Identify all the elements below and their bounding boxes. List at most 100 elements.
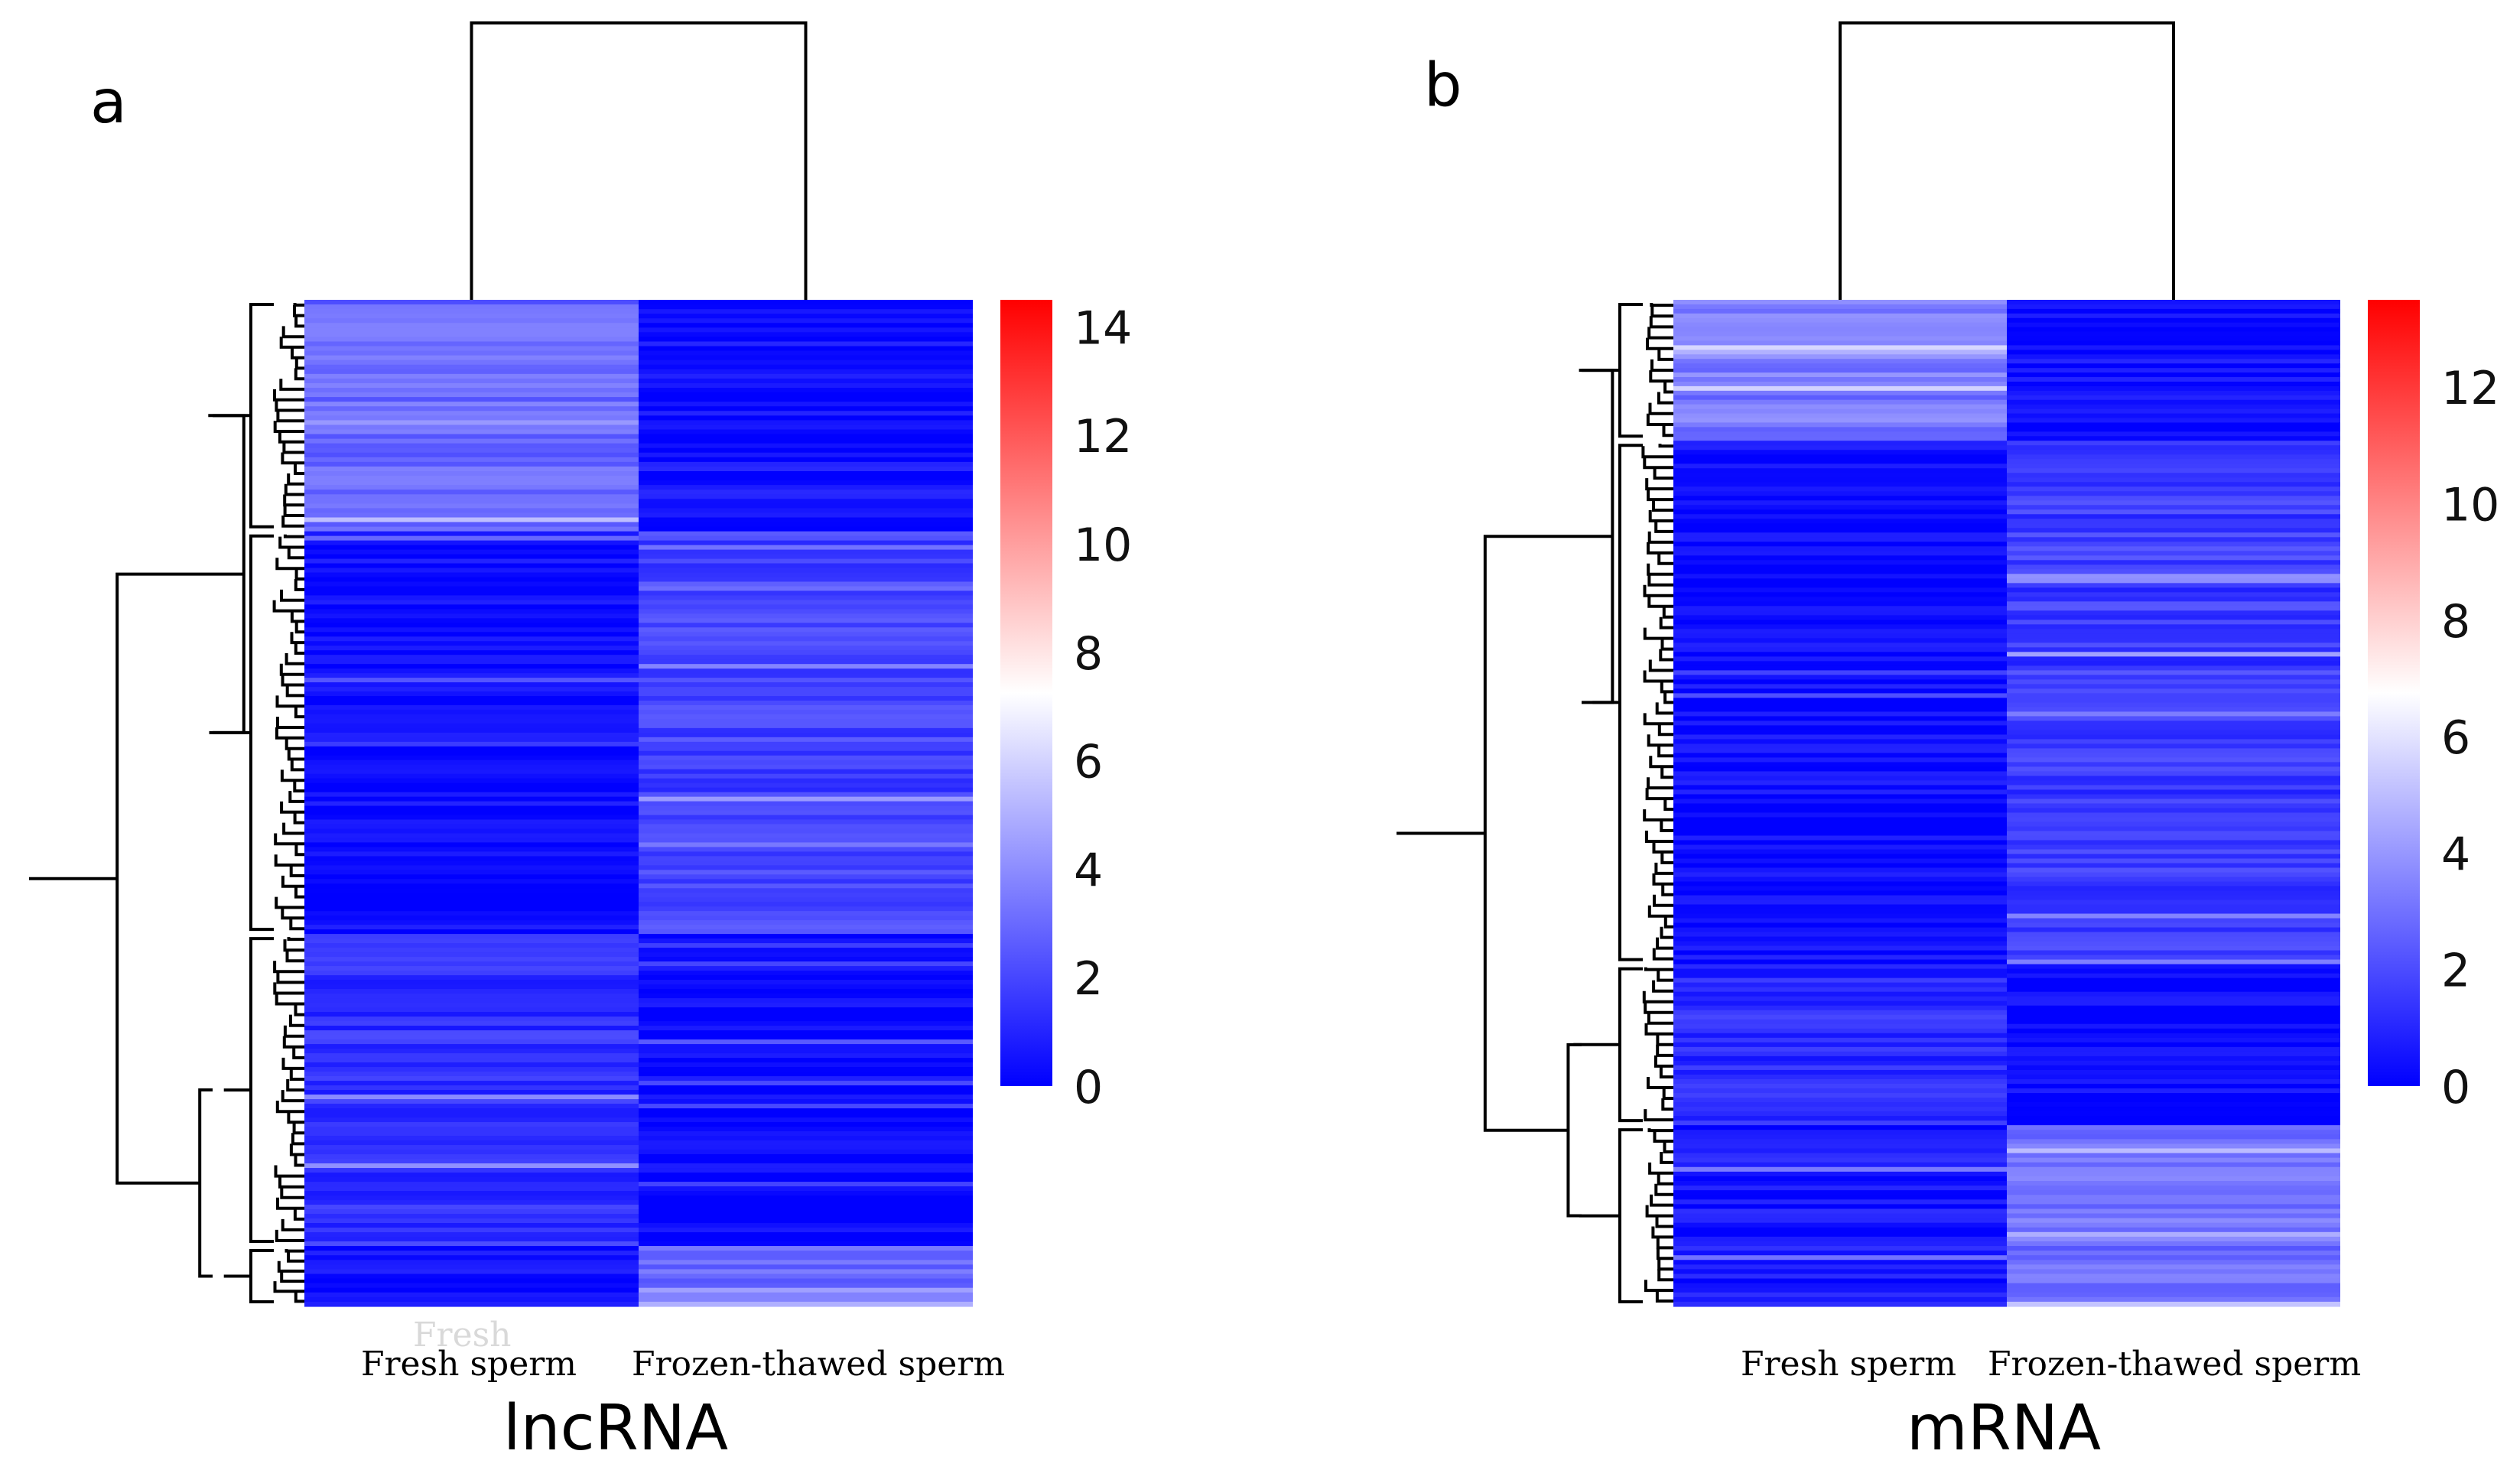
heatmap-cell-b2-r24-c0 (304, 1044, 639, 1049)
dendrogram-leaf-3-7 (1650, 1194, 1673, 1207)
heatmap-cell-b0-r41-c1 (639, 490, 973, 495)
heatmap-cell-b0-r31-c0 (304, 443, 639, 449)
heatmap-cell-b1-r70-c0 (1673, 762, 2007, 768)
dendrogram-leaf-1-24 (293, 780, 304, 793)
heatmap-cell-b1-r61-c0 (304, 810, 639, 816)
heatmap-cell-b3-r33-c1 (2007, 1278, 2340, 1284)
heatmap-cell-b1-r41-c0 (1673, 629, 2007, 634)
heatmap-cell-b1-r63-c0 (304, 819, 639, 825)
heatmap-cell-b1-r105-c0 (1673, 922, 2007, 929)
heatmap-cell-b1-r8-c1 (639, 568, 973, 574)
heatmap-cell-b1-r0-c1 (639, 531, 973, 537)
heatmap-cell-b2-r38-c1 (639, 1108, 973, 1114)
dendrogram-leaf-2-10 (1659, 1065, 1673, 1078)
heatmap-cell-b2-r6-c0 (304, 961, 639, 967)
dendrogram-leaf-1-21 (1648, 659, 1673, 672)
heatmap-cell-b2-r55-c0 (304, 1186, 639, 1192)
heatmap-cell-b1-r9-c0 (304, 572, 639, 578)
heatmap-cell-b0-r7-c0 (1673, 331, 2007, 337)
colorbar-tick-14: 14 (1074, 301, 1132, 355)
dendrogram-leaf-0-13 (278, 431, 304, 444)
heatmap-cell-b1-r68-c1 (639, 842, 973, 848)
dendrogram-leaf-3-12 (1656, 1247, 1673, 1260)
heatmap-cell-b3-r28-c1 (2007, 1255, 2340, 1260)
heatmap-cell-b0-r46-c0 (304, 512, 639, 519)
heatmap-cell-b1-r24-c1 (2007, 551, 2340, 556)
heatmap-cell-b1-r17-c0 (1673, 519, 2007, 524)
heatmap-cell-b2-r1-c0 (1673, 968, 2007, 974)
dendrogram-leaf-1-32 (289, 865, 304, 877)
dendrogram-leaf-1-25 (1655, 702, 1673, 715)
heatmap-cell-b1-r104-c0 (1673, 918, 2007, 924)
heatmap-cell-b1-r66-c1 (2007, 743, 2340, 750)
heatmap-cell-b2-r19-c0 (304, 1021, 639, 1026)
heatmap-cell-b2-r14-c1 (639, 998, 973, 1003)
heatmap-cell-b3-r7-c0 (304, 1278, 639, 1284)
heatmap-cell-b0-r24-c0 (304, 411, 639, 416)
heatmap-mrna (1673, 300, 2340, 1307)
heatmap-cell-b1-r65-c0 (304, 828, 639, 834)
heatmap-cell-b2-r31-c0 (1673, 1107, 2007, 1112)
heatmap-cell-b3-r5-c1 (2007, 1148, 2340, 1154)
heatmap-cell-b1-r42-c1 (2007, 633, 2340, 639)
heatmap-cell-b2-r34-c1 (2007, 1121, 2340, 1126)
heatmap-cell-b1-r52-c0 (304, 769, 639, 775)
heatmap-cell-b1-r63-c1 (639, 819, 973, 825)
heatmap-cell-b3-r36-c0 (1673, 1292, 2007, 1298)
heatmap-cell-b1-r97-c1 (2007, 886, 2340, 892)
heatmap-cell-b2-r6-c1 (639, 961, 973, 967)
heatmap-cell-b0-r24-c0 (1673, 408, 2007, 415)
heatmap-cell-b1-r44-c0 (304, 732, 639, 738)
heatmap-cell-b1-r61-c1 (2007, 720, 2340, 727)
dendrogram-leaf-0-18 (284, 483, 304, 496)
heatmap-cell-b1-r82-c0 (304, 906, 639, 912)
heatmap-cell-b1-r31-c1 (2007, 583, 2340, 588)
heatmap-cell-b1-r67-c0 (1673, 748, 2007, 754)
heatmap-cell-b2-r57-c1 (639, 1195, 973, 1201)
colorbar-tick-0: 0 (1074, 1061, 1103, 1114)
heatmap-cell-b1-r90-c0 (1673, 854, 2007, 860)
heatmap-cell-b1-r5-c0 (1673, 464, 2007, 469)
heatmap-cell-b0-r22-c1 (639, 402, 973, 407)
heatmap-cell-b1-r51-c1 (2007, 675, 2340, 680)
heatmap-cell-b0-r38-c0 (304, 476, 639, 481)
heatmap-cell-b0-r5-c1 (639, 323, 973, 328)
dendrogram-leaf-1-21 (287, 748, 304, 761)
heatmap-cell-b2-r8-c1 (2007, 1000, 2340, 1007)
heatmap-cell-b2-r19-c0 (1673, 1051, 2007, 1057)
heatmap-cell-b1-r89-c1 (2007, 849, 2340, 855)
heatmap-cell-b2-r2-c0 (304, 943, 639, 948)
dendrogram-leaf-0-4 (279, 337, 304, 349)
dendrogram-leaf-2-13 (1661, 1098, 1673, 1111)
heatmap-cell-b1-r32-c1 (2007, 587, 2340, 593)
heatmap-cell-b1-r1-c0 (1673, 445, 2007, 451)
heatmap-cell-b3-r35-c1 (2007, 1287, 2340, 1293)
colorbar-tick-4: 4 (1074, 844, 1103, 897)
heatmap-cell-b3-r17-c0 (1673, 1204, 2007, 1210)
heatmap-cell-b1-r74-c1 (639, 870, 973, 875)
heatmap-cell-b2-r20-c1 (639, 1026, 973, 1031)
heatmap-cell-b1-r46-c1 (639, 741, 973, 747)
heatmap-cell-b3-r4-c1 (639, 1264, 973, 1270)
heatmap-cell-b1-r106-c0 (1673, 927, 2007, 933)
heatmap-cell-b1-r101-c1 (2007, 904, 2340, 910)
heatmap-cell-b1-r80-c0 (304, 897, 639, 903)
heatmap-cell-b1-r31-c0 (304, 673, 639, 678)
heatmap-cell-b1-r14-c1 (2007, 505, 2340, 510)
heatmap-cell-b1-r33-c1 (639, 682, 973, 688)
heatmap-cell-b1-r45-c1 (639, 737, 973, 743)
heatmap-cell-b1-r79-c0 (1673, 803, 2007, 809)
heatmap-cell-b1-r18-c1 (639, 613, 973, 619)
heatmap-cell-b3-r11-c1 (2007, 1176, 2340, 1182)
heatmap-cell-b0-r24-c1 (2007, 408, 2340, 415)
heatmap-cell-b2-r3-c1 (639, 948, 973, 953)
heatmap-cell-b3-r2-c0 (304, 1255, 639, 1260)
heatmap-cell-b1-r67-c0 (304, 838, 639, 844)
heatmap-cell-b2-r14-c0 (304, 998, 639, 1003)
heatmap-cell-b3-r36-c1 (2007, 1292, 2340, 1298)
dendrogram-leaf-2-18 (292, 1122, 304, 1135)
heatmap-cell-b1-r38-c0 (1673, 615, 2007, 620)
dendrogram-leaf-2-5 (273, 982, 304, 995)
heatmap-cell-b0-r1-c0 (1673, 304, 2007, 310)
heatmap-cell-b0-r32-c0 (304, 447, 639, 454)
